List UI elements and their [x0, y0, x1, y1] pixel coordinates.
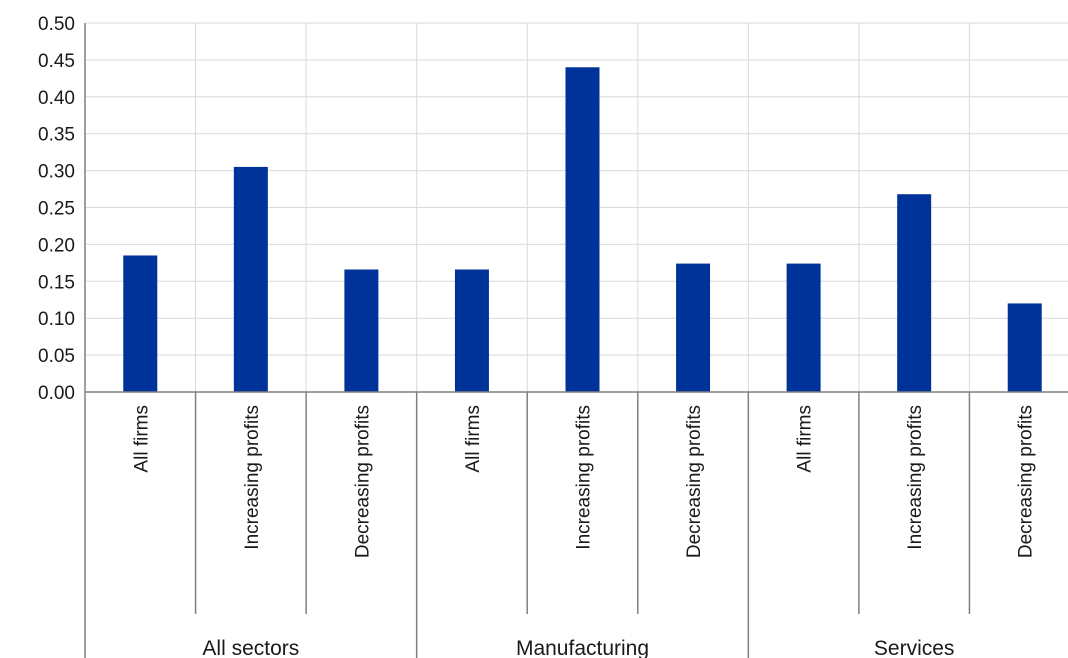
bar [344, 269, 379, 392]
bar [897, 194, 932, 392]
category-label: Decreasing profits [1016, 405, 1037, 558]
bars [123, 67, 1042, 392]
y-tick-label: 0.30 [38, 162, 75, 183]
y-axis-ticks: 0.00 0.05 0.10 0.15 0.20 0.25 0.30 0.35 0.40 0.45… [38, 14, 75, 404]
y-tick-label: 0.15 [38, 272, 75, 293]
y-tick-label: 0.05 [38, 346, 75, 367]
y-tick-label: 0.35 [38, 125, 75, 146]
y-tick-label: 0.20 [38, 235, 75, 256]
category-label: All firms [131, 405, 152, 473]
category-label: Increasing profits [242, 405, 263, 550]
y-tick-label: 0.25 [38, 199, 75, 220]
bar [786, 263, 821, 392]
y-tick-label: 0.45 [38, 51, 75, 72]
category-label: Decreasing profits [684, 405, 705, 558]
axes [84, 23, 1068, 658]
bar [233, 166, 268, 392]
group-label: Manufacturing [516, 637, 649, 658]
group-label: All sectors [202, 637, 299, 658]
category-label: Increasing profits [574, 405, 595, 550]
category-label: All firms [463, 405, 484, 473]
bar [676, 263, 711, 392]
category-label: Decreasing profits [352, 405, 373, 558]
bar [1007, 303, 1042, 392]
group-labels: All sectors Manufacturing Services [202, 637, 954, 658]
y-tick-label: 0.10 [38, 309, 75, 330]
group-label: Services [874, 637, 955, 658]
category-label: All firms [795, 405, 816, 473]
bar [123, 255, 158, 392]
y-tick-label: 0.50 [38, 14, 75, 35]
y-tick-label: 0.00 [38, 383, 75, 404]
category-labels: All firms Increasing profits Decreasing pr… [131, 405, 1036, 558]
y-tick-label: 0.40 [38, 88, 75, 109]
bar [454, 269, 489, 392]
category-label: Increasing profits [905, 405, 926, 550]
bar [565, 67, 600, 392]
